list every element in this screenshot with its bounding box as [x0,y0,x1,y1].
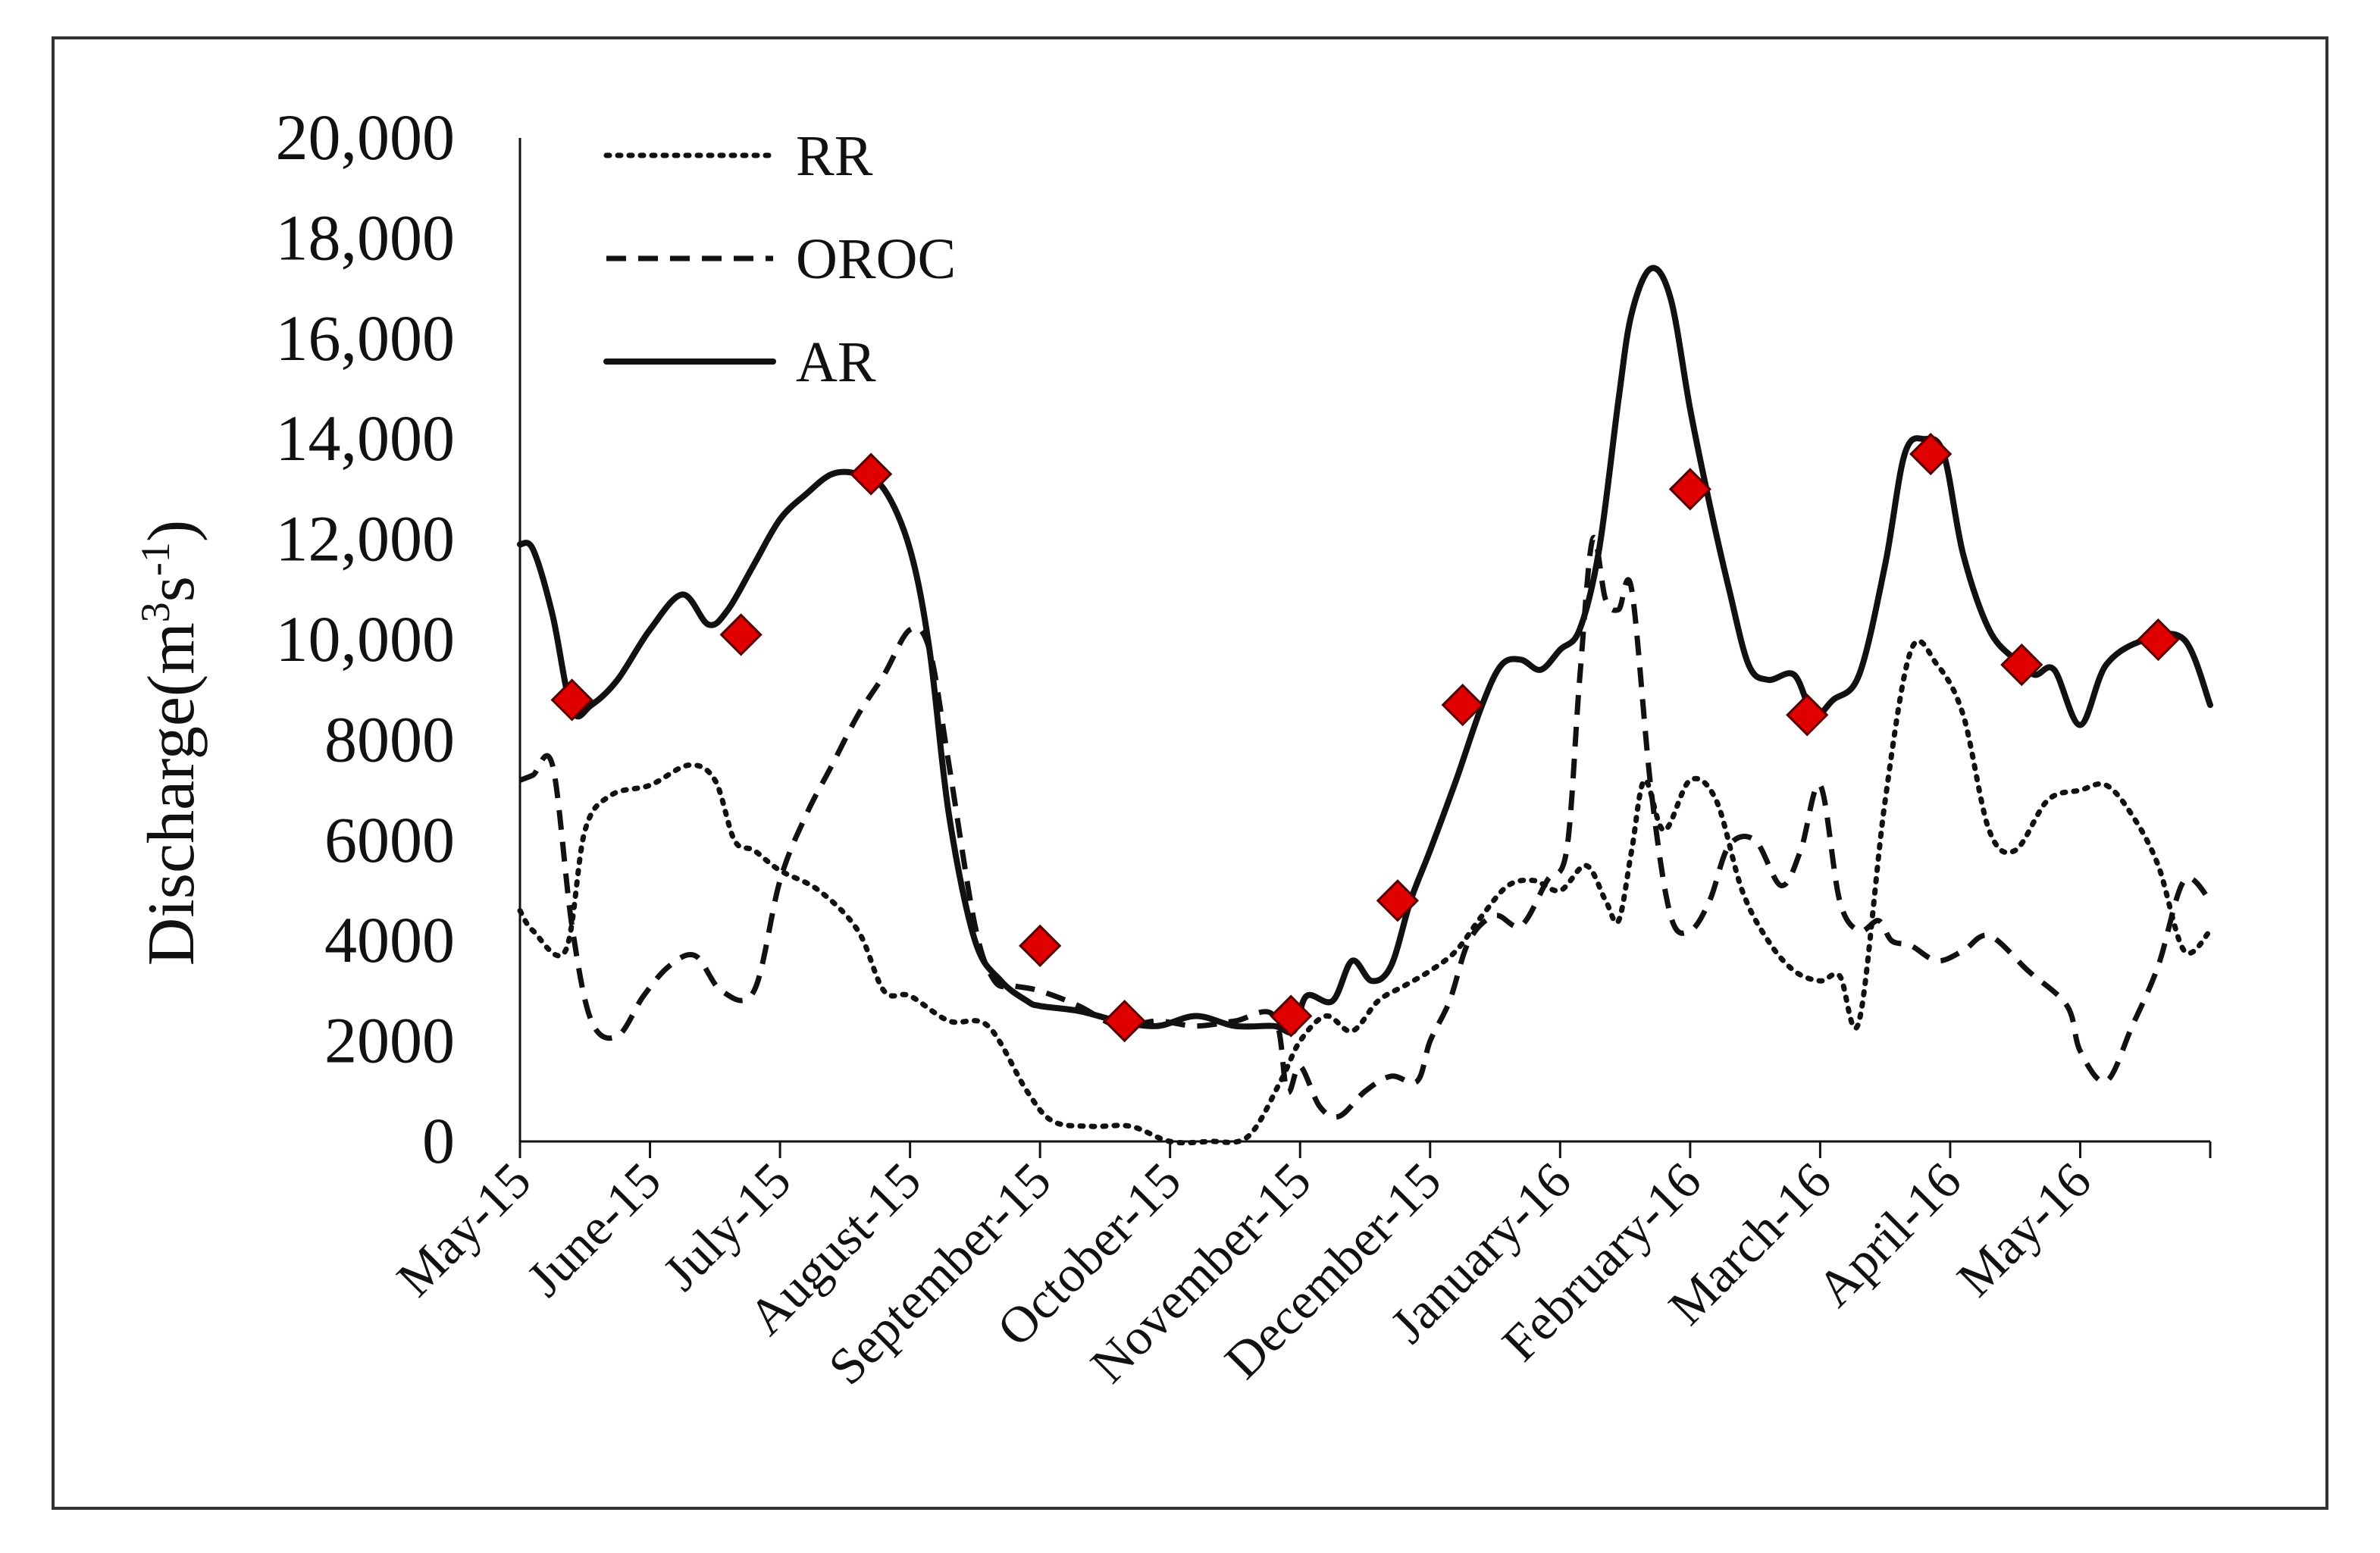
diamond-marker [2000,643,2043,687]
series-line-oroc [518,534,2212,1120]
figure-border [52,36,2328,1510]
diamond-marker [850,452,893,496]
y-label-end: ) [135,520,208,542]
diamond-marker [1909,432,1953,476]
diamond-marker [1668,468,1711,511]
y-tick-label: 2000 [324,1004,455,1077]
diamond-marker [1103,999,1146,1043]
diamond-marker [550,678,593,722]
diamond-marker [719,613,763,656]
legend: RR OROC AR [603,124,956,394]
y-label-main: Discharge(m [135,622,208,966]
y-tick-label: 18,000 [276,201,456,274]
x-tick-label: April-16 [1805,1151,1971,1317]
series-lines [517,265,2213,1146]
legend-label-rr: RR [796,124,873,188]
diamond-marker [1786,694,1829,737]
x-tick-label: May-16 [1946,1151,2102,1307]
y-axis-label: Discharge(m3s-1) [133,520,208,966]
y-tick-label: 4000 [324,903,455,976]
y-tick-label: 6000 [324,803,455,876]
series-line-rr [517,638,2213,1146]
x-tick-label: May-15 [386,1151,542,1307]
y-axis-title: Discharge(m3s-1) [133,520,208,966]
y-tick-label: 20,000 [276,101,456,174]
y-tick-label: 10,000 [276,603,456,675]
y-tick-label: 8000 [324,703,455,775]
y-tick-label: 16,000 [276,302,456,374]
y-tick-label: 0 [422,1104,455,1177]
y-label-mid: s [135,576,208,602]
axes: 0 2000 4000 6000 8000 10,000 12,000 14,000 16,00… [276,101,2212,1395]
x-tick-label: June-15 [515,1151,672,1307]
legend-label-oroc: OROC [796,227,956,291]
diamond-marker [1270,994,1313,1038]
series-line-ar [517,265,2213,1036]
y-tick-label: 12,000 [276,503,456,575]
diamond-marker [1019,924,1062,967]
y-label-sup1: 3 [133,602,178,622]
y-label-sup2: -1 [133,542,178,576]
sample-markers [550,432,2180,1043]
diamond-marker [1376,879,1420,922]
legend-label-ar: AR [796,330,876,394]
diamond-marker [1441,683,1484,727]
diamond-marker [2137,618,2180,662]
y-tick-label: 14,000 [276,402,456,474]
